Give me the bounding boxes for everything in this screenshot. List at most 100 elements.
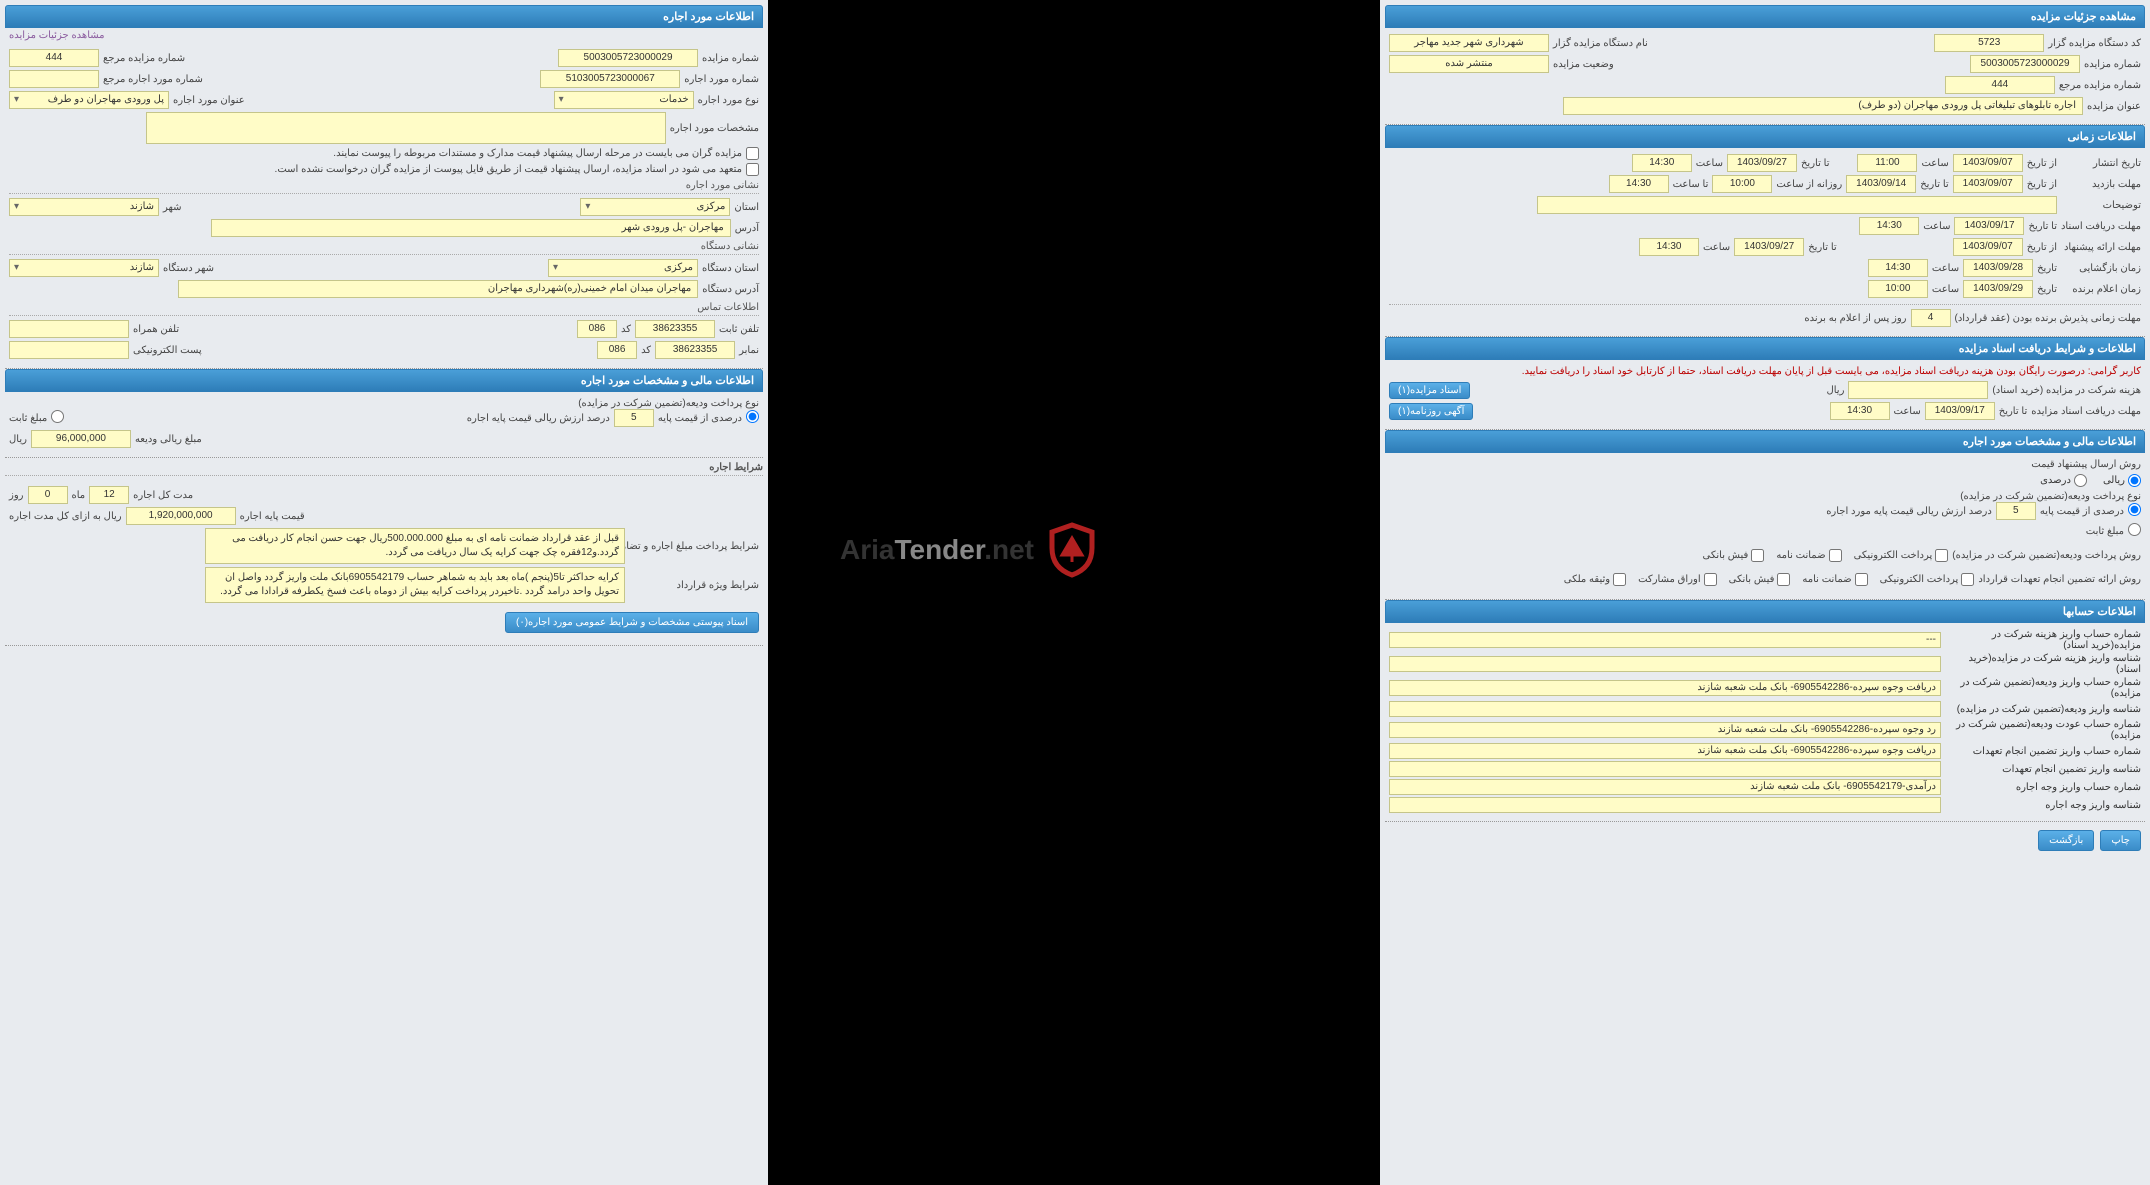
chk-g2[interactable]: ضمانت نامه	[1802, 573, 1867, 586]
watermark-logo: AriaTender.net	[840, 520, 1102, 580]
org-code-label: کد دستگاه مزایده گزار	[2048, 38, 2141, 49]
auction-title: اجاره تابلوهای تبلیغاتی پل ورودی مهاجران…	[1563, 97, 2083, 115]
acc3: دریافت وجوه سپرده-6905542286- بانک ملت ش…	[1389, 680, 1941, 696]
acc2	[1389, 656, 1941, 672]
visit-from-hour: 10:00	[1712, 175, 1772, 193]
doc-deadline-label: مهلت دریافت اسناد	[2061, 221, 2141, 232]
acc9	[1389, 797, 1941, 813]
p2-subj: 5103005723000067	[540, 70, 680, 88]
attached-docs-button[interactable]: اسناد پیوستی مشخصات و شرایط عمومی مورد ا…	[505, 612, 759, 633]
chk-g1[interactable]: پرداخت الکترونیکی	[1880, 573, 1975, 586]
auction-number-label: شماره مزایده	[2084, 59, 2141, 70]
radio-fixed2[interactable]	[51, 410, 64, 426]
fax-code[interactable]: 086	[597, 341, 637, 359]
accounts-header: اطلاعات حسابها	[1385, 600, 2145, 623]
fee-field	[1848, 381, 1988, 399]
print-button[interactable]: چاپ	[2100, 830, 2141, 851]
visit-to-hour: 14:30	[1609, 175, 1669, 193]
radio-rial[interactable]: ریالی	[2103, 474, 2141, 487]
accept-days: 4	[1911, 309, 1951, 327]
pub-from-date: 1403/09/07	[1953, 154, 2023, 172]
auction-number: 5003005723000029	[1970, 55, 2080, 73]
doc-to-date: 1403/09/17	[1954, 217, 2024, 235]
open-label: زمان بازگشایی	[2061, 263, 2141, 274]
chk-g3[interactable]: فیش بانکی	[1729, 573, 1791, 586]
winner-hour: 10:00	[1868, 280, 1928, 298]
docs-header: اطلاعات و شرایط دریافت اسناد مزایده	[1385, 337, 2145, 360]
auction-title-label: عنوان مزایده	[2087, 101, 2141, 112]
radio-fixed[interactable]	[2128, 523, 2141, 539]
offer-label: مهلت ارائه پیشنهاد	[2061, 242, 2141, 253]
logo-text: AriaTender.net	[840, 534, 1034, 566]
spec-textarea[interactable]	[146, 112, 666, 144]
status-label: وضعیت مزایده	[1553, 59, 1614, 70]
auction-details-panel: مشاهده جزئیات مزایده کد دستگاه مزایده گز…	[1380, 0, 2150, 1185]
p2-auction-number: 5003005723000029	[558, 49, 698, 67]
deposit-type-label: نوع پرداخت ودیعه(تضمین شرکت در مزایده)	[1389, 491, 2141, 502]
province-dropdown[interactable]: مرکزی	[580, 198, 730, 216]
p2-subj-ref	[9, 70, 99, 88]
pub-to-date: 1403/09/27	[1727, 154, 1797, 172]
status: منتشر شده	[1389, 55, 1549, 73]
auction-docs-button[interactable]: اسناد مزایده(۱)	[1389, 382, 1470, 399]
chk-g5[interactable]: وثیقه ملکی	[1564, 573, 1626, 586]
pct-value: 5	[1996, 502, 2036, 520]
org-name-label: نام دستگاه مزایده گزار	[1553, 38, 1648, 49]
city-dropdown[interactable]: شازند	[9, 198, 159, 216]
conditions-text: قبل از عقد قرارداد ضمانت نامه ای به مبلغ…	[205, 528, 625, 564]
addr-section: نشانی مورد اجاره	[9, 180, 759, 194]
base-price: 1,920,000,000	[126, 507, 236, 525]
winner-date: 1403/09/29	[1963, 280, 2033, 298]
tel-field[interactable]: 38623355	[635, 320, 715, 338]
visit-from-date: 1403/09/07	[1953, 175, 2023, 193]
fax-field[interactable]: 38623355	[655, 341, 735, 359]
shield-icon	[1042, 520, 1102, 580]
dev-province-dropdown[interactable]: مرکزی	[548, 259, 698, 277]
chk-bank[interactable]: فیش بانکی	[1703, 549, 1765, 562]
acc6: دریافت وجوه سپرده-6905542286- بانک ملت ش…	[1389, 743, 1941, 759]
chk-note1[interactable]	[746, 147, 759, 160]
radio-percent[interactable]: درصدی	[2040, 474, 2087, 487]
tel-code[interactable]: 086	[577, 320, 617, 338]
desc-field	[1537, 196, 2057, 214]
lease-info-panel: اطلاعات مورد اجاره مشاهده جزئیات مزایده …	[0, 0, 768, 1185]
publish-label: تاریخ انتشار	[2061, 158, 2141, 169]
mobile-field[interactable]	[9, 320, 129, 338]
ref-number-label: شماره مزایده مرجع	[2059, 80, 2141, 91]
chk-note2[interactable]	[746, 163, 759, 176]
view-details-link[interactable]: مشاهده جزئیات مزایده	[9, 30, 105, 41]
fin2-header: اطلاعات مالی و مشخصات مورد اجاره	[5, 369, 763, 392]
radio-pct-base[interactable]	[2128, 503, 2141, 519]
address-field[interactable]: مهاجران -پل ورودی شهر	[211, 219, 731, 237]
pct2-value: 5	[614, 409, 654, 427]
acc4	[1389, 701, 1941, 717]
chk-guarantee[interactable]: ضمانت نامه	[1776, 549, 1841, 562]
lease-type-dropdown[interactable]: خدمات	[554, 91, 694, 109]
doc-to-hour: 14:30	[1859, 217, 1919, 235]
dev-city-dropdown[interactable]: شازند	[9, 259, 159, 277]
chk-electronic[interactable]: پرداخت الکترونیکی	[1854, 549, 1949, 562]
pub-to-hour: 14:30	[1632, 154, 1692, 172]
offer-from-date: 1403/09/07	[1953, 238, 2023, 256]
email-field[interactable]	[9, 341, 129, 359]
lease-title-dropdown[interactable]: پل ورودی مهاجران دو طرف	[9, 91, 169, 109]
doc-deadline-date: 1403/09/17	[1925, 402, 1995, 420]
auction-details-header: مشاهده جزئیات مزایده	[1385, 5, 2145, 28]
accept-label: مهلت زمانی پذیرش برنده بودن (عقد قرارداد…	[1955, 313, 2142, 324]
deposit-amount: 96,000,000	[31, 430, 131, 448]
acc8: درآمدی-6905542179- بانک ملت شعبه شازند	[1389, 779, 1941, 795]
org-code: 5723	[1934, 34, 2044, 52]
special-conditions-text: کرایه حداکثر تا5(پنجم )ماه بعد باید به ش…	[205, 567, 625, 603]
chk-g4[interactable]: اوراق مشارکت	[1638, 573, 1717, 586]
radio-pct2[interactable]	[746, 410, 759, 426]
pub-from-hour: 11:00	[1857, 154, 1917, 172]
days-field: 0	[28, 486, 68, 504]
newspaper-ad-button[interactable]: آگهی روزنامه(۱)	[1389, 403, 1473, 420]
acc5: رد وجوه سپرده-6905542286- بانک ملت شعبه …	[1389, 722, 1941, 738]
warning-text: کاربر گرامی: درصورت رایگان بودن هزینه در…	[1389, 366, 2141, 377]
dev-address-field[interactable]: مهاجران میدان امام خمینی(ره)شهرداری مهاج…	[178, 280, 698, 298]
fee-label: هزینه شرکت در مزایده (خرید اسناد)	[1992, 385, 2141, 396]
back-button[interactable]: بازگشت	[2038, 830, 2094, 851]
time-info-header: اطلاعات زمانی	[1385, 125, 2145, 148]
guarantee-label: روش ارائه تضمین انجام تعهدات قرارداد	[1978, 574, 2141, 585]
